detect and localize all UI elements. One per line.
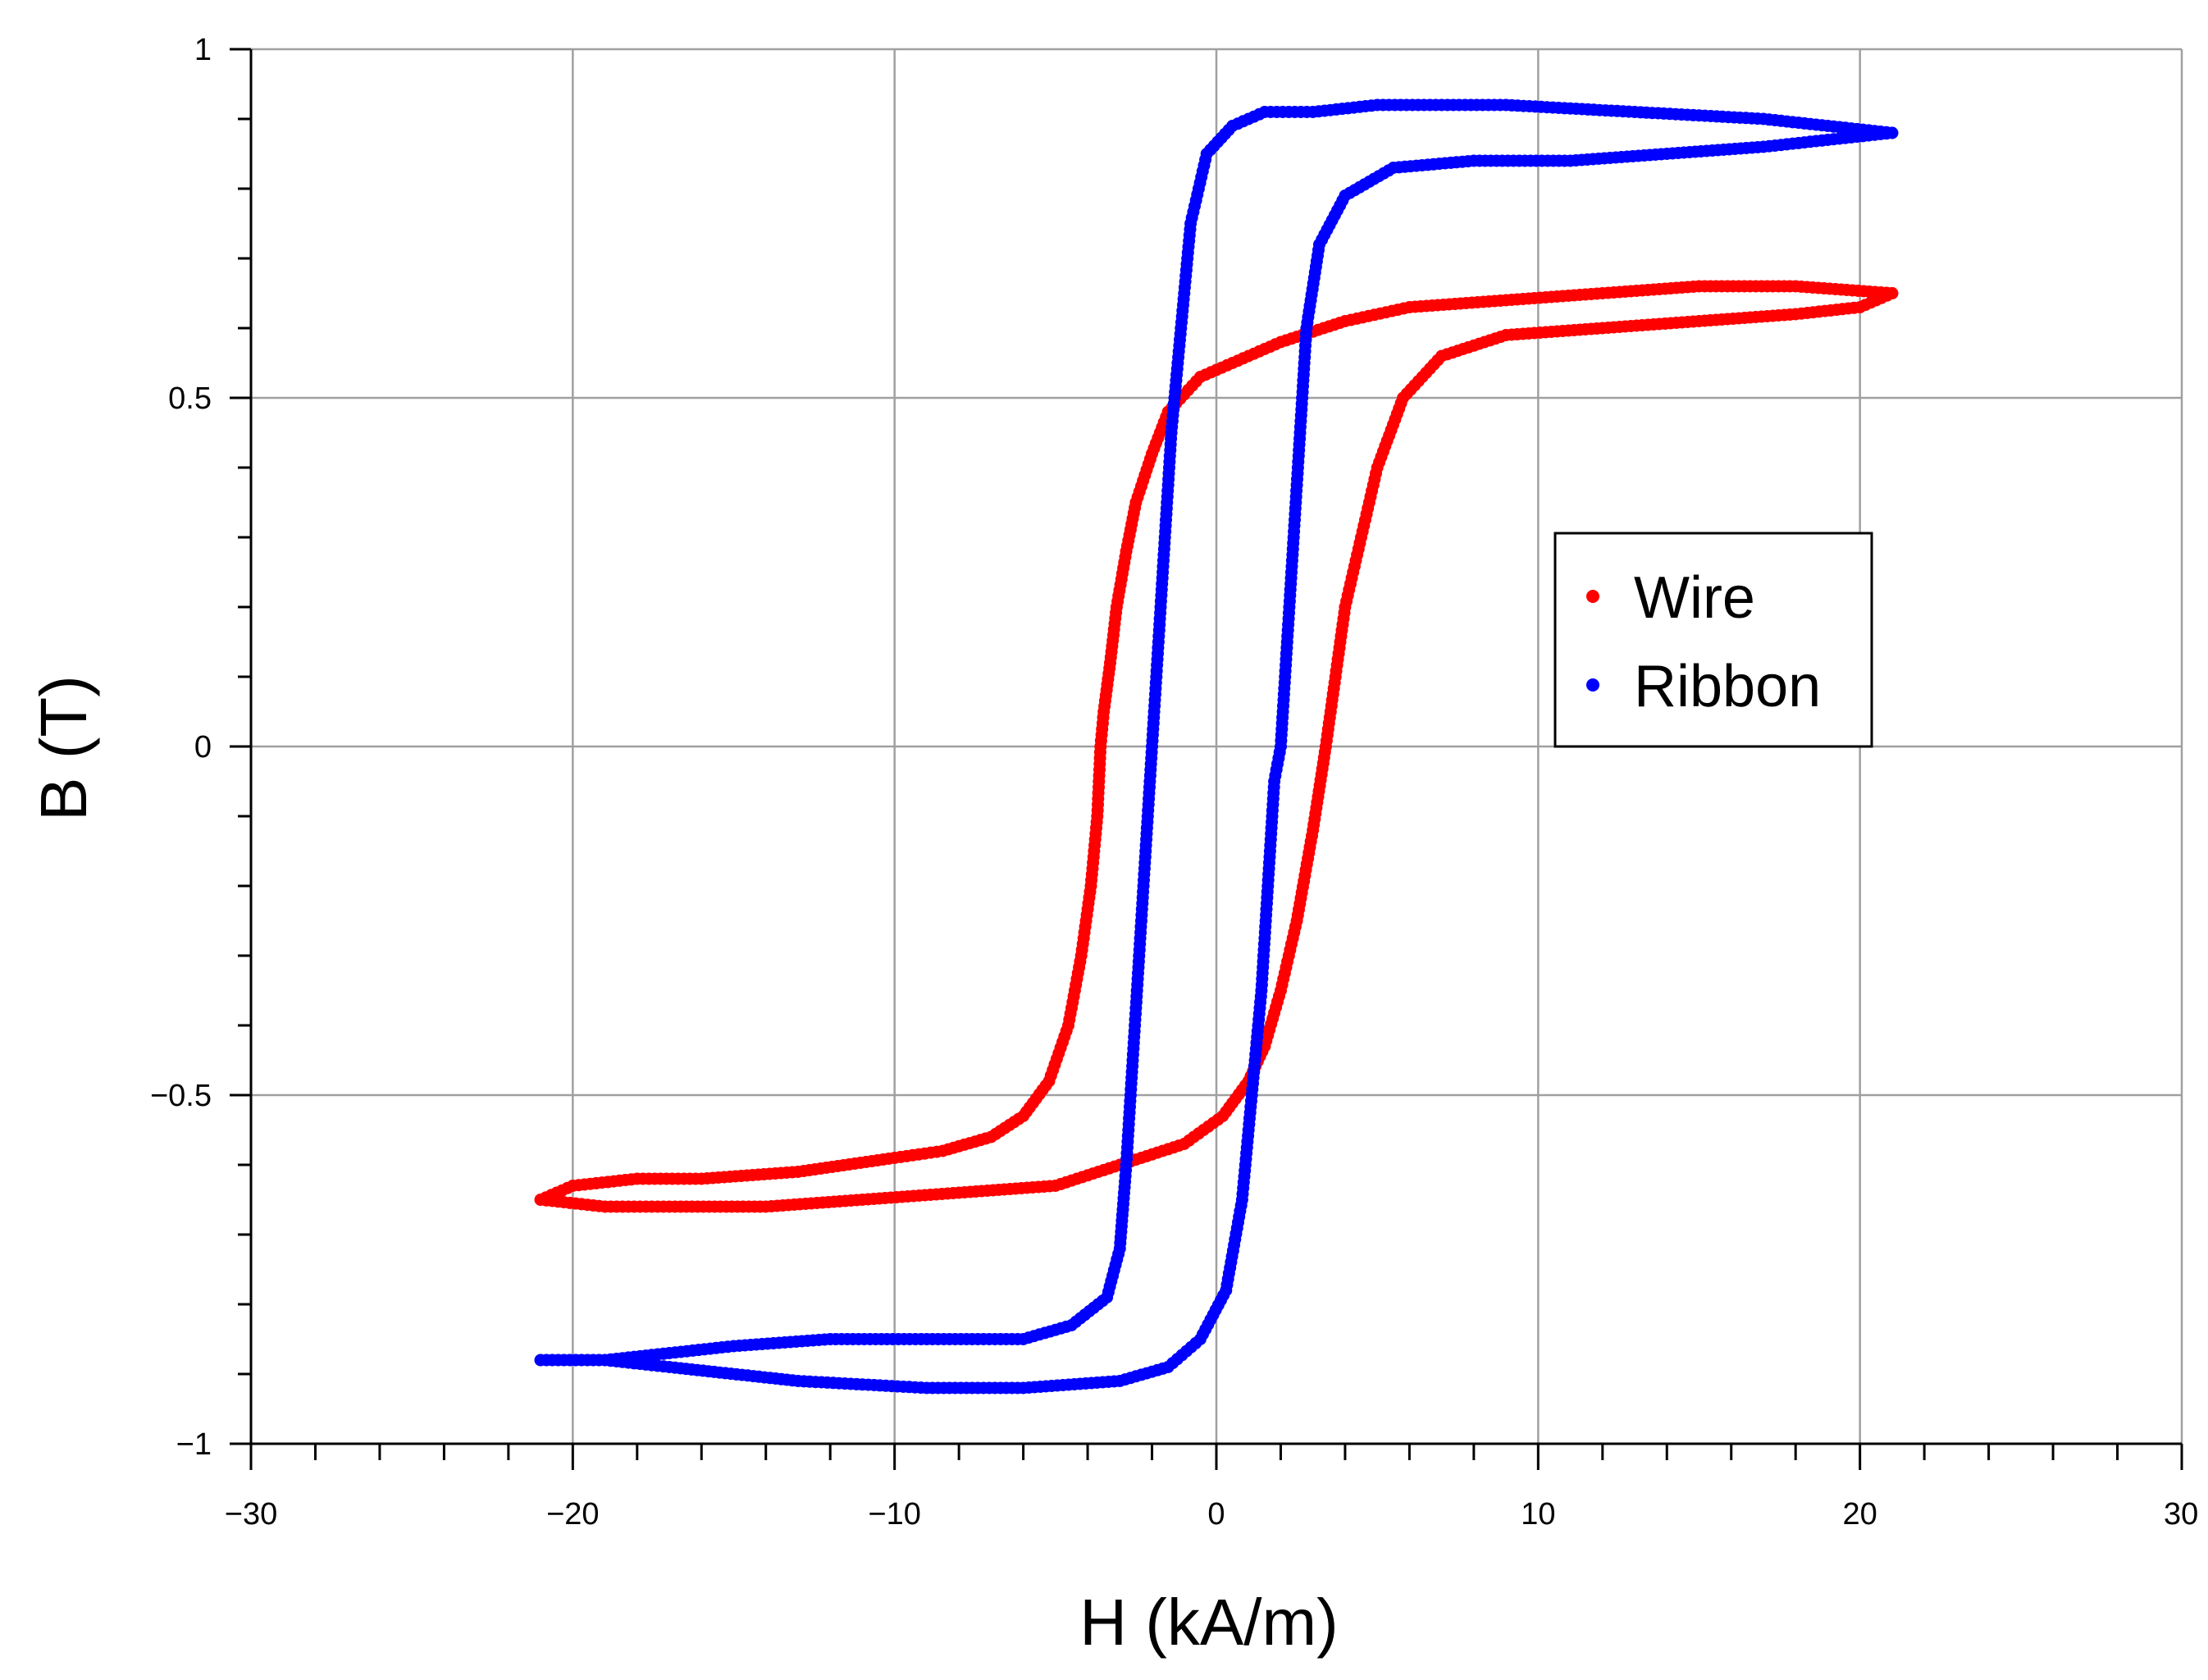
x-tick-label: 10	[1521, 1497, 1555, 1532]
legend: Wire Ribbon	[1553, 532, 1873, 748]
series-ribbon	[534, 98, 1899, 1395]
y-tick-label: 0.5	[168, 381, 212, 416]
x-tick-label: 0	[1207, 1497, 1225, 1532]
y-tick-label: 1	[194, 33, 212, 67]
x-tick-label: 30	[2164, 1497, 2198, 1532]
data-point-ribbon	[1886, 126, 1899, 139]
legend-marker-wire	[1586, 590, 1599, 603]
series-wire	[534, 280, 1899, 1213]
data-layer	[534, 98, 1899, 1395]
x-tick-label: −30	[225, 1497, 277, 1532]
x-tick-label: −10	[868, 1497, 920, 1532]
legend-marker-ribbon	[1586, 678, 1599, 692]
axis-layer	[230, 48, 2183, 1470]
tick-label-layer: −30 −20 −10 0 10 20 30 −1 −0.5 0 0.5 1	[150, 33, 2198, 1532]
x-tick-label: −20	[546, 1497, 599, 1532]
legend-label-ribbon: Ribbon	[1634, 654, 1821, 719]
y-tick-label: −0.5	[150, 1079, 212, 1113]
x-axis-title: H (kA/m)	[1079, 1586, 1339, 1659]
y-axis-title: B (T)	[27, 675, 100, 821]
legend-box	[1553, 532, 1873, 748]
data-point-wire	[1886, 287, 1899, 299]
grid-layer	[251, 48, 2183, 1444]
legend-label-wire: Wire	[1634, 565, 1755, 631]
y-tick-label: −1	[176, 1427, 212, 1462]
y-tick-label: 0	[194, 730, 212, 765]
x-tick-label: 20	[1843, 1497, 1877, 1532]
